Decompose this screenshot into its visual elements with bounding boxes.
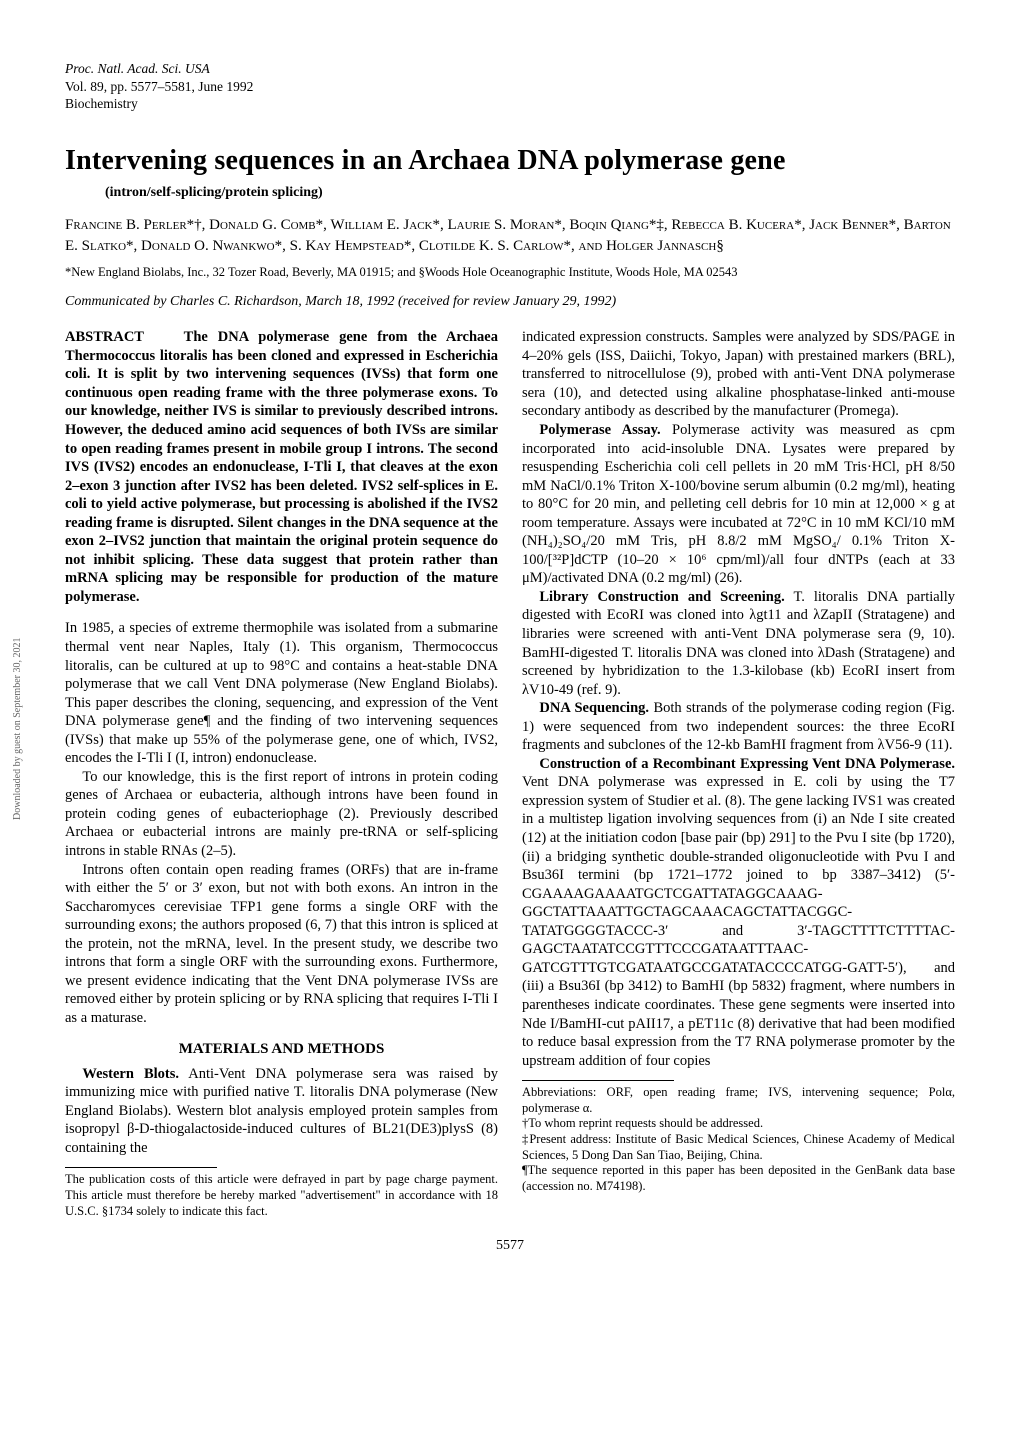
footnote-rule-right <box>522 1080 674 1081</box>
communicated-by: Communicated by Charles C. Richardson, M… <box>65 293 955 311</box>
library-body: T. litoralis DNA partially digested with… <box>522 589 955 698</box>
abstract-label: ABSTRACT <box>65 329 144 345</box>
col2-continuation: indicated expression constructs. Samples… <box>522 328 955 421</box>
abstract: ABSTRACT The DNA polymerase gene from th… <box>65 328 498 606</box>
affiliations: *New England Biolabs, Inc., 32 Tozer Roa… <box>65 265 955 281</box>
dnaseq-head: DNA Sequencing. <box>539 700 649 716</box>
journal-info: Proc. Natl. Acad. Sci. USA Vol. 89, pp. … <box>65 60 955 113</box>
abstract-text: The DNA polymerase gene from the Archaea… <box>65 329 498 605</box>
article-body: ABSTRACT The DNA polymerase gene from th… <box>65 328 955 1219</box>
footnote-rule-left <box>65 1167 217 1168</box>
article-title: Intervening sequences in an Archaea DNA … <box>65 143 955 178</box>
page-number: 5577 <box>65 1237 955 1255</box>
western-para: Western Blots. Anti-Vent DNA polymerase … <box>65 1065 498 1158</box>
polassay-head: Polymerase Assay. <box>539 422 660 438</box>
dagger-footnote: †To whom reprint requests should be addr… <box>522 1116 955 1132</box>
dnaseq-para: DNA Sequencing. Both strands of the poly… <box>522 699 955 755</box>
abbrev-footnote: Abbreviations: ORF, open reading frame; … <box>522 1085 955 1116</box>
intro-para-1: In 1985, a species of extreme thermophil… <box>65 619 498 767</box>
construct-para: Construction of a Recombinant Expressing… <box>522 755 955 1070</box>
construct-head: Construction of a Recombinant Expressing… <box>539 756 955 772</box>
polassay-para: Polymerase Assay. Polymerase activity wa… <box>522 421 955 588</box>
journal-name: Proc. Natl. Acad. Sci. USA <box>65 60 955 78</box>
para-footnote: ¶The sequence reported in this paper has… <box>522 1163 955 1194</box>
methods-heading: MATERIALS AND METHODS <box>65 1040 498 1059</box>
left-footnote: The publication costs of this article we… <box>65 1172 498 1219</box>
article-subtitle: (intron/self-splicing/protein splicing) <box>105 184 955 202</box>
ddagger-footnote: ‡Present address: Institute of Basic Med… <box>522 1132 955 1163</box>
intro-para-2: To our knowledge, this is the first repo… <box>65 768 498 861</box>
construct-body: Vent DNA polymerase was expressed in E. … <box>522 774 955 1068</box>
western-head: Western Blots. <box>82 1066 179 1082</box>
journal-volume: Vol. 89, pp. 5577–5581, June 1992 <box>65 78 955 96</box>
journal-section: Biochemistry <box>65 95 955 113</box>
polassay-body: Polymerase activity was measured as cpm … <box>522 422 955 586</box>
library-head: Library Construction and Screening. <box>539 589 784 605</box>
library-para: Library Construction and Screening. T. l… <box>522 588 955 699</box>
author-list: Francine B. Perler*†, Donald G. Comb*, W… <box>65 215 955 257</box>
download-note: Downloaded by guest on September 30, 202… <box>12 638 25 820</box>
intro-para-3: Introns often contain open reading frame… <box>65 861 498 1028</box>
